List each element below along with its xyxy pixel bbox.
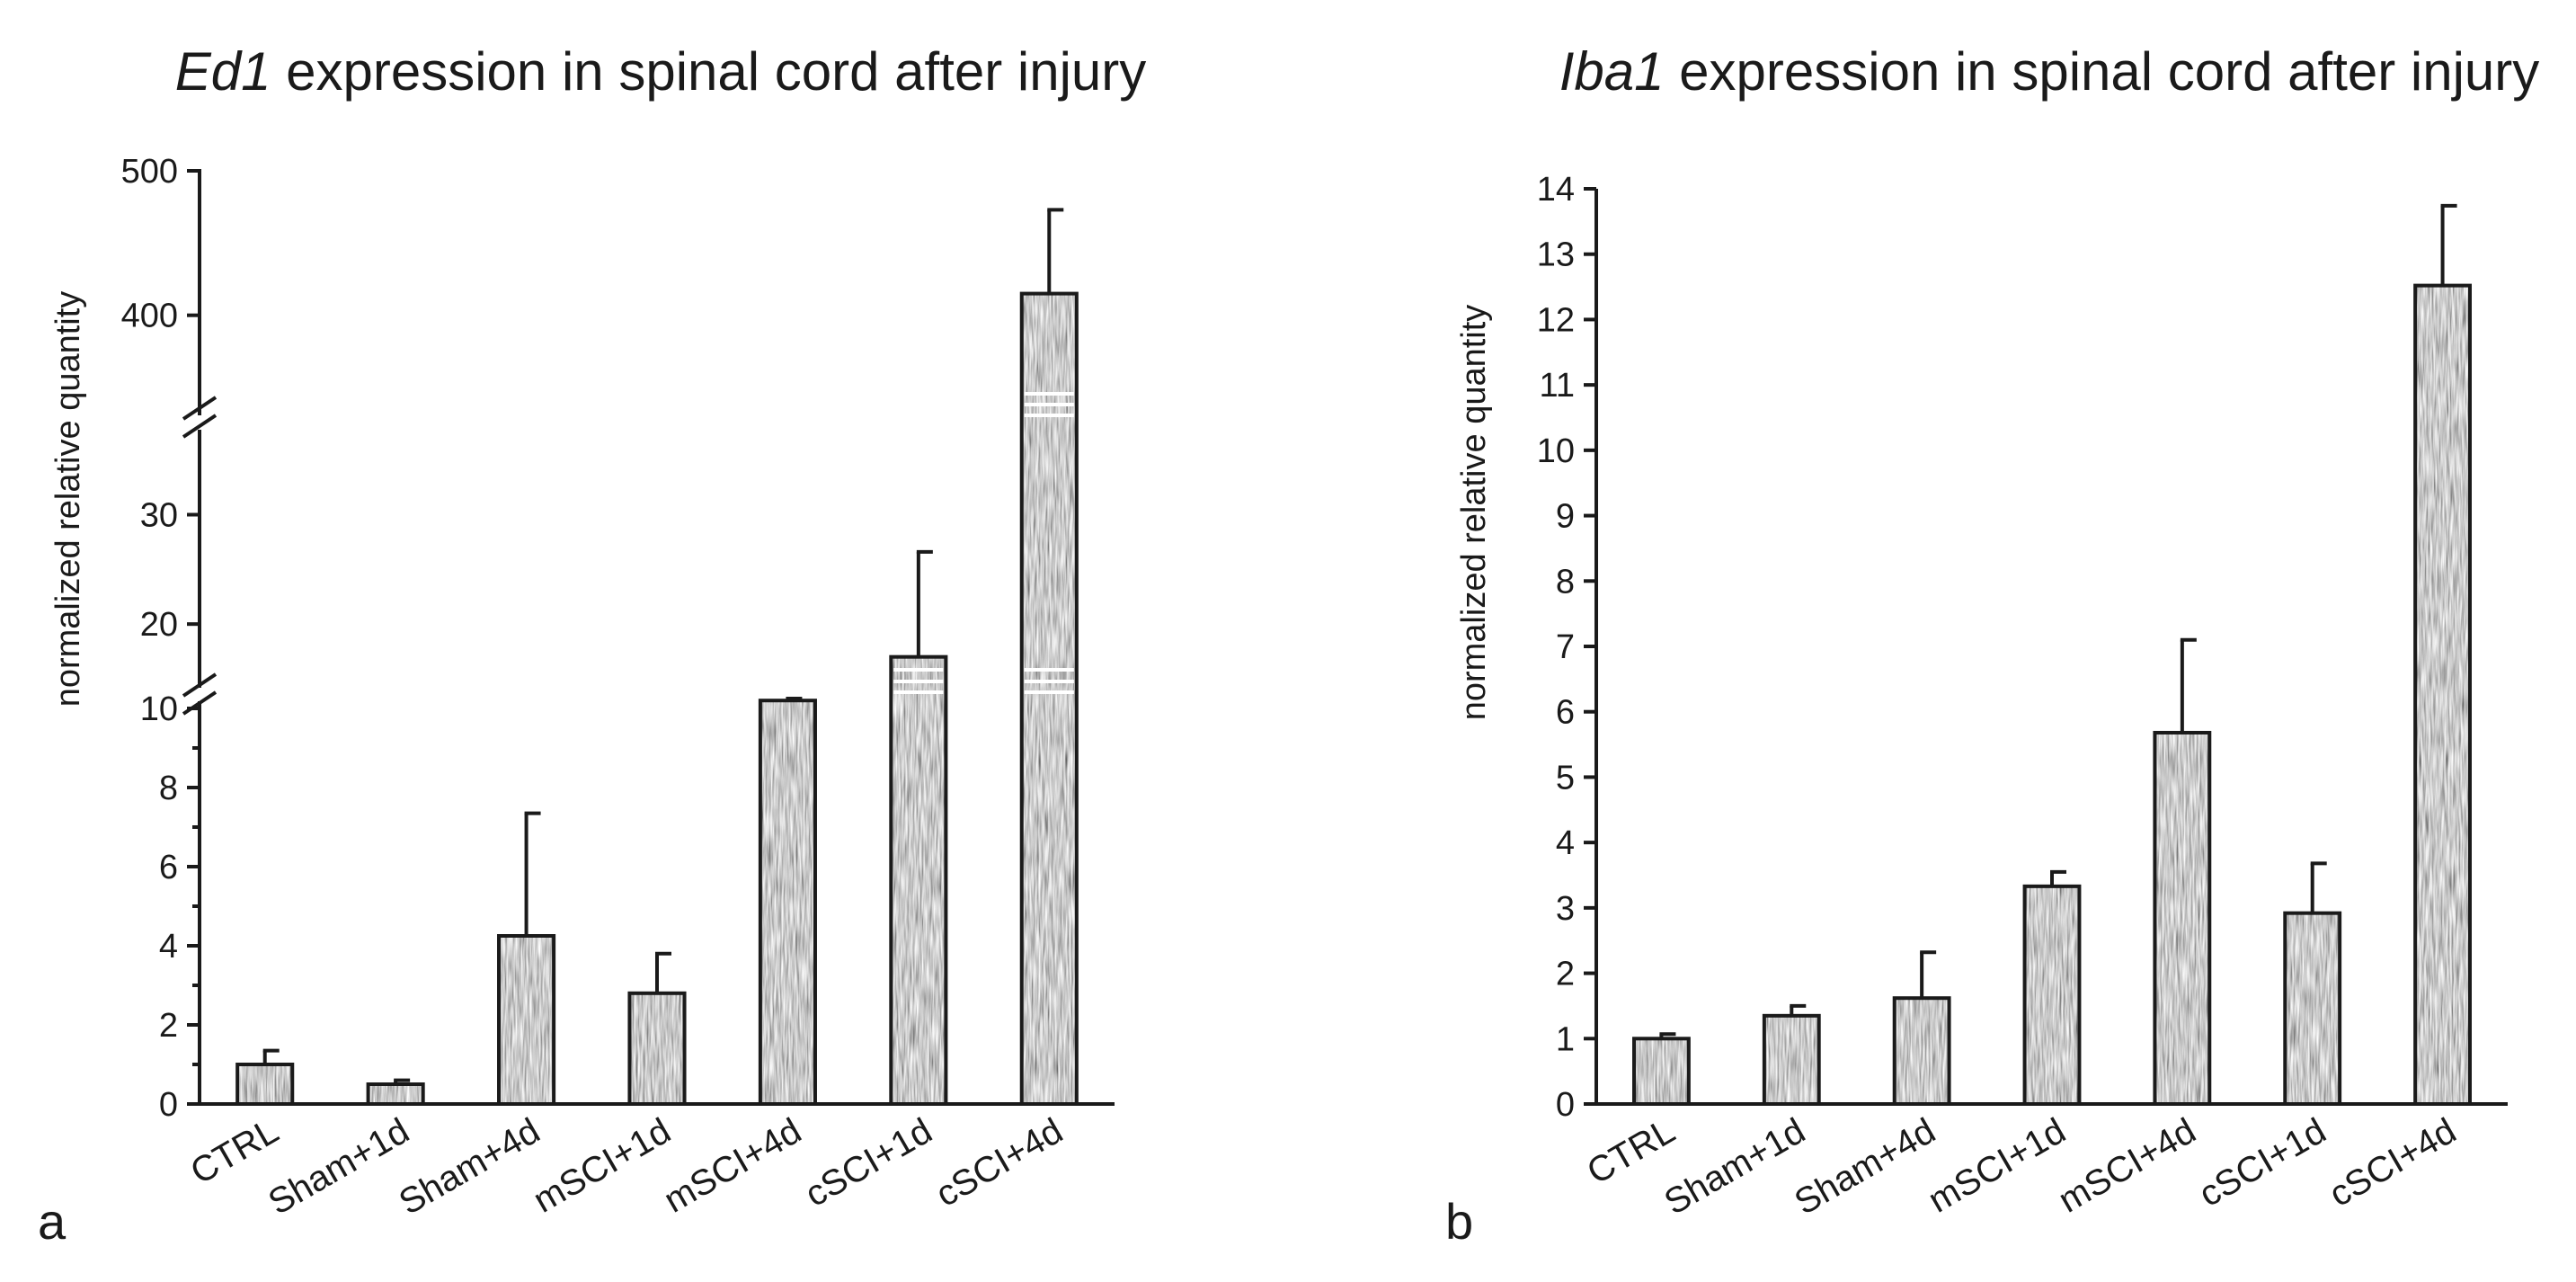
panel-a-bar-6 xyxy=(1021,293,1077,1105)
panel-a-letter: a xyxy=(38,1193,67,1250)
panel-b: Iba1 expression in spinal cord after inj… xyxy=(1445,41,2539,1250)
panel-b-title-rest: expression in spinal cord after injury xyxy=(1664,41,2539,102)
panel-b-bar-2 xyxy=(1894,998,1950,1104)
panel-a-category-label-2: Sham+4d xyxy=(393,1111,546,1223)
panel-a-category-label-5: cSCI+1d xyxy=(799,1111,939,1215)
panel-b-tick-label-5: 5 xyxy=(1556,759,1575,797)
panel-a-break-stripe-5-0-0 xyxy=(893,668,944,672)
panel-a-tick-label-0-5: 10 xyxy=(140,690,178,728)
panel-a-break-stripe-6-1-0 xyxy=(1024,392,1074,396)
panel-a-break-stripe-6-1-1 xyxy=(1024,403,1074,406)
panel-a-bar-0 xyxy=(237,1064,293,1104)
panel-b-category-label-4: mSCI+4d xyxy=(2052,1111,2202,1221)
panel-b-bar-6 xyxy=(2415,285,2470,1104)
panel-a-title-rest: expression in spinal cord after injury xyxy=(271,41,1146,102)
panel-a-plot: CTRLSham+1dSham+4dmSCI+1dmSCI+4dcSCI+1dc… xyxy=(121,153,1115,1223)
panel-b-tick-label-4: 4 xyxy=(1556,824,1575,862)
panel-a-tick-label-1-0: 20 xyxy=(140,606,178,644)
panel-a-bar-4 xyxy=(759,700,815,1104)
panel-b-tick-label-0: 0 xyxy=(1556,1086,1575,1124)
panel-a-tick-label-0-0: 0 xyxy=(159,1086,178,1124)
panel-a-break-stripe-6-1-2 xyxy=(1024,414,1074,417)
panel-a-break-stripe-6-0-2 xyxy=(1024,690,1074,694)
panel-b-category-label-0: CTRL xyxy=(1580,1111,1681,1192)
panel-b-category-label-5: cSCI+1d xyxy=(2192,1111,2332,1215)
panel-a-bar-5 xyxy=(891,656,946,1104)
panel-b-tick-label-10: 10 xyxy=(1537,432,1575,470)
panel-a-title: Ed1 expression in spinal cord after inju… xyxy=(175,41,1147,102)
panel-b-category-label-6: cSCI+4d xyxy=(2323,1111,2463,1215)
panel-a-category-label-4: mSCI+4d xyxy=(658,1111,808,1221)
panel-b-bar-5 xyxy=(2285,913,2341,1104)
panel-a-break-stripe-5-0-2 xyxy=(893,690,944,694)
panel-a-tick-label-0-1: 2 xyxy=(159,1007,178,1045)
panel-b-ylabel: normalized relative quantity xyxy=(1455,305,1493,721)
panel-b-tick-label-12: 12 xyxy=(1537,301,1575,339)
panel-a-tick-label-2-1: 500 xyxy=(121,153,178,191)
panel-a-break-stripe-6-0-0 xyxy=(1024,668,1074,672)
panel-b-category-label-2: Sham+4d xyxy=(1788,1111,1941,1223)
panel-b-bar-4 xyxy=(2154,732,2210,1104)
panel-a-axis-break-mark-0-1 xyxy=(182,672,218,698)
panel-b-tick-label-6: 6 xyxy=(1556,694,1575,732)
panel-a-ylabel: normalized relative quantity xyxy=(49,291,87,708)
panel-a-bar-1 xyxy=(368,1084,423,1104)
panel-a-bar-2 xyxy=(499,936,555,1104)
panel-a-break-stripe-5-0-1 xyxy=(893,680,944,683)
panel-a: Ed1 expression in spinal cord after inju… xyxy=(38,41,1146,1250)
panel-a-category-label-0: CTRL xyxy=(184,1111,285,1192)
panel-b-tick-label-2: 2 xyxy=(1556,956,1575,993)
panel-b-category-label-3: mSCI+1d xyxy=(1922,1111,2072,1221)
panel-b-plot: CTRLSham+1dSham+4dmSCI+1dmSCI+4dcSCI+1dc… xyxy=(1537,171,2508,1223)
panel-b-tick-label-3: 3 xyxy=(1556,890,1575,928)
panel-a-tick-label-0-2: 4 xyxy=(159,928,178,966)
panel-a-category-label-6: cSCI+4d xyxy=(929,1111,1070,1215)
panel-b-tick-label-13: 13 xyxy=(1537,236,1575,274)
panel-b-bar-0 xyxy=(1634,1038,1689,1104)
panel-a-bar-3 xyxy=(629,993,685,1104)
panel-b-bar-3 xyxy=(2024,886,2080,1104)
panel-b-tick-label-9: 9 xyxy=(1556,498,1575,536)
panel-a-tick-label-2-0: 400 xyxy=(121,298,178,335)
panel-b-tick-label-8: 8 xyxy=(1556,563,1575,601)
panel-b-tick-label-11: 11 xyxy=(1540,367,1575,405)
panel-a-title-italic: Ed1 xyxy=(175,41,271,102)
panel-b-title: Iba1 expression in spinal cord after inj… xyxy=(1559,41,2540,102)
panel-b-category-label-1: Sham+1d xyxy=(1658,1111,1812,1223)
panel-a-axis-break-mark-1-1 xyxy=(182,396,218,421)
panel-b-tick-label-14: 14 xyxy=(1537,171,1575,209)
panel-a-tick-label-1-1: 30 xyxy=(140,497,178,535)
panel-a-tick-label-0-4: 8 xyxy=(159,770,178,807)
panel-b-title-italic: Iba1 xyxy=(1559,41,1665,102)
panel-b-letter: b xyxy=(1445,1193,1473,1250)
panel-a-category-label-1: Sham+1d xyxy=(262,1111,415,1223)
panel-a-axis-break-mark-1-0 xyxy=(182,414,218,439)
panel-b-bar-1 xyxy=(1763,1015,1819,1104)
panel-a-break-stripe-6-0-1 xyxy=(1024,680,1074,683)
panel-b-tick-label-7: 7 xyxy=(1556,628,1575,666)
panel-a-tick-label-0-3: 6 xyxy=(159,849,178,886)
panel-a-category-label-3: mSCI+1d xyxy=(527,1111,677,1221)
panel-b-tick-label-1: 1 xyxy=(1556,1020,1575,1058)
